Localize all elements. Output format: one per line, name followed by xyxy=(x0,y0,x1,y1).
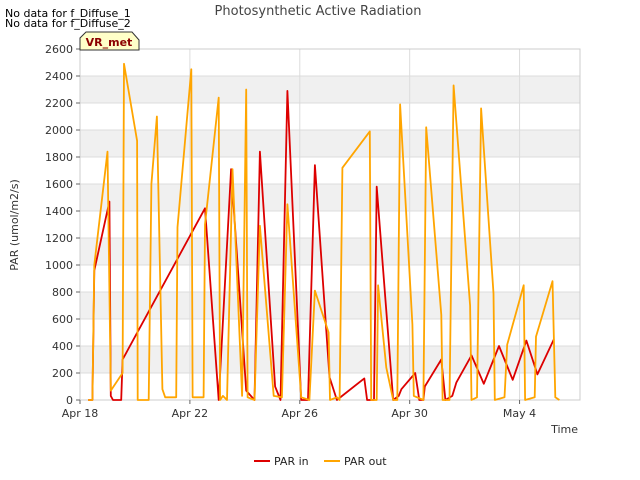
x-axis-ticks: Apr 18 Apr 22 Apr 26 Apr 30 May 4 xyxy=(62,400,536,420)
par-out-line xyxy=(88,62,560,401)
y-tick-label: 600 xyxy=(52,313,73,326)
x-tick-label: Apr 18 xyxy=(62,407,99,420)
background-band xyxy=(80,292,580,319)
y-tick-label: 800 xyxy=(52,286,73,299)
y-tick-label: 2600 xyxy=(45,43,73,56)
x-tick-label: Apr 30 xyxy=(391,407,428,420)
legend: PAR in PAR out xyxy=(254,455,387,468)
y-tick-label: 1200 xyxy=(45,232,73,245)
y-tick-label: 200 xyxy=(52,367,73,380)
y-tick-label: 1800 xyxy=(45,151,73,164)
y-tick-label: 0 xyxy=(66,394,73,407)
no-data-notice-2: No data for f_Diffuse_2 xyxy=(5,17,131,30)
y-axis-title: PAR (umol/m2/s) xyxy=(8,179,21,271)
chart-title: Photosynthetic Active Radiation xyxy=(215,4,422,19)
site-badge-shape xyxy=(79,31,140,51)
x-tick-label: Apr 22 xyxy=(172,407,209,420)
y-tick-label: 2200 xyxy=(45,97,73,110)
legend-label-par-out: PAR out xyxy=(344,455,387,468)
x-axis-title: Time xyxy=(550,423,578,436)
y-tick-label: 2000 xyxy=(45,124,73,137)
background-band xyxy=(80,238,580,265)
x-tick-label: May 4 xyxy=(503,407,536,420)
background-bands xyxy=(80,76,580,373)
x-tick-label: Apr 26 xyxy=(282,407,319,420)
background-band xyxy=(80,130,580,157)
background-band xyxy=(80,76,580,103)
site-badge-label: VR_met xyxy=(86,36,133,49)
y-tick-label: 400 xyxy=(52,340,73,353)
par-in-line xyxy=(88,90,555,401)
site-badge: VR_met xyxy=(79,31,140,51)
no-data-notice-1: No data for f_Diffuse_1 xyxy=(5,7,131,20)
y-axis-ticks: 0 200 400 600 800 1000 1200 1400 1600 1800 2000 220… xyxy=(45,43,80,407)
background-band xyxy=(80,184,580,211)
legend-label-par-in: PAR in xyxy=(274,455,309,468)
y-tick-label: 2400 xyxy=(45,70,73,83)
y-tick-label: 1400 xyxy=(45,205,73,218)
y-tick-label: 1000 xyxy=(45,259,73,272)
y-tick-label: 1600 xyxy=(45,178,73,191)
series-lines xyxy=(88,62,560,401)
